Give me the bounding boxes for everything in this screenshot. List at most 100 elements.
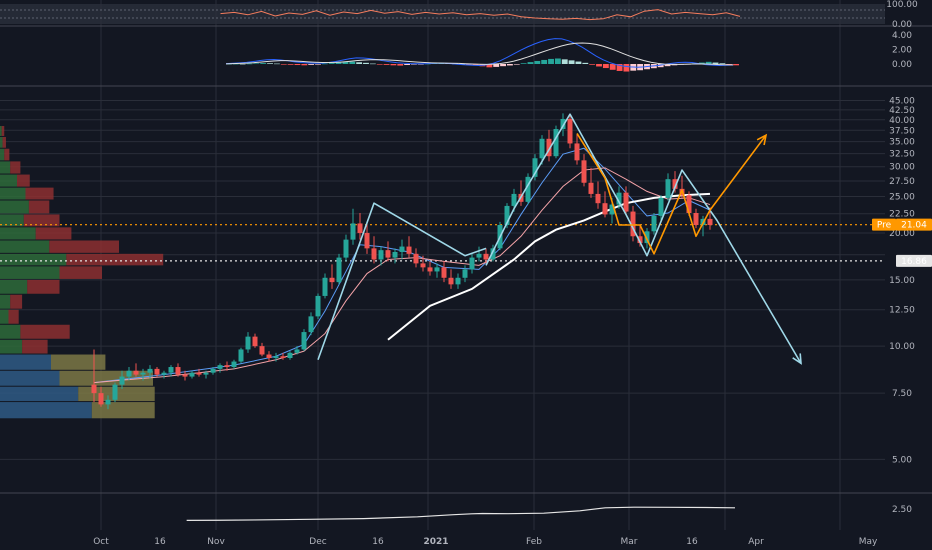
candle-body <box>665 179 671 198</box>
candle-body <box>525 176 531 202</box>
level-price-tag <box>896 218 932 231</box>
macd-histogram-bar <box>561 59 568 64</box>
candle-body <box>462 269 468 278</box>
candle-body <box>651 215 657 232</box>
grid <box>0 0 932 530</box>
macd-tick-label: 0.00 <box>892 60 912 70</box>
candle-body <box>203 372 209 375</box>
moving-average-line <box>387 192 711 341</box>
volume-profile-down-bar <box>20 324 70 339</box>
candle-body <box>406 246 412 254</box>
candle-body <box>280 356 286 358</box>
macd-histogram-bar <box>308 64 315 65</box>
macd-histogram-bar <box>232 63 239 65</box>
macd-histogram-bar <box>486 64 493 68</box>
level-price-tag <box>896 254 932 267</box>
candle-body <box>175 367 181 375</box>
candle-body <box>441 267 447 278</box>
time-tick-label: Dec <box>309 537 326 547</box>
down-arrow-icon <box>792 353 802 365</box>
volume-profile-up-bar <box>0 214 24 227</box>
candle-body <box>504 205 510 225</box>
candle-body <box>315 295 321 317</box>
macd-histogram-bar <box>273 63 280 65</box>
macd-histogram-bar <box>411 64 417 65</box>
candle-body <box>616 192 622 205</box>
candle-body <box>574 143 580 161</box>
candle-body <box>553 129 559 157</box>
volume-pane <box>186 506 736 522</box>
macd-signal-line <box>225 42 734 66</box>
macd-histogram-bar <box>582 62 589 64</box>
candle-body <box>294 349 300 353</box>
macd-histogram-bar <box>321 63 328 65</box>
candle-body <box>161 372 167 375</box>
time-tick-label: Feb <box>526 537 542 547</box>
level-prefix-text: Pre <box>877 221 892 231</box>
candle-body <box>343 239 349 258</box>
macd-histogram-bar <box>267 63 273 64</box>
macd-histogram-bar <box>315 64 321 65</box>
macd-histogram-bar <box>376 64 383 65</box>
candle-body <box>210 368 216 373</box>
candle-body <box>91 384 97 394</box>
price-tick-label: 25.00 <box>889 193 915 203</box>
volume-profile-down-bar <box>25 187 54 200</box>
rsi-line <box>220 9 741 21</box>
macd-histogram-bar <box>417 64 424 65</box>
candle-body <box>476 253 482 258</box>
candle-body <box>308 316 314 333</box>
macd-histogram-bar <box>568 60 575 64</box>
volume-profile-up-bar <box>0 187 26 200</box>
macd-histogram-bar <box>527 62 534 64</box>
price-tick-label: 27.50 <box>889 177 915 187</box>
macd-histogram-bar <box>369 63 376 65</box>
candle-body <box>658 197 664 216</box>
candle-body <box>168 367 174 373</box>
rsi-pane <box>0 4 885 24</box>
candle-body <box>623 192 629 212</box>
candle-body <box>546 138 552 157</box>
macd-histogram-bar <box>575 61 582 64</box>
volume-profile-down-bar <box>23 214 60 227</box>
candle-body <box>350 223 356 240</box>
up-arrow-icon <box>756 133 768 146</box>
macd-histogram-bar <box>609 64 616 70</box>
volume-profile-up-bar <box>0 161 11 174</box>
volume-profile <box>0 126 164 419</box>
macd-histogram-bar <box>363 62 369 64</box>
candle-body <box>392 251 398 258</box>
price-tick-label: 7.50 <box>892 389 912 399</box>
macd-histogram-bar <box>554 58 561 64</box>
time-axis: Oct 16 Nov Dec 16 2021 Feb Mar 16 Apr May <box>93 537 878 547</box>
candle-body <box>259 346 265 355</box>
candle-body <box>448 277 454 285</box>
volume-profile-down-bar <box>2 136 6 148</box>
macd-histogram-bar <box>465 64 472 65</box>
candle-body <box>385 250 391 258</box>
rsi-tick-label: 100.00 <box>886 0 918 10</box>
volume-profile-up-bar <box>0 402 92 419</box>
candle-body <box>371 248 377 260</box>
macd-histogram-bar <box>472 64 479 66</box>
candle-body <box>196 372 202 375</box>
candle-body <box>413 253 419 264</box>
volume-profile-down-bar <box>4 148 10 161</box>
time-tick-label: May <box>859 537 878 547</box>
volume-profile-down-bar <box>49 240 119 253</box>
pattern-drawing-line <box>576 132 767 255</box>
macd-histogram-bar <box>712 62 719 64</box>
macd-histogram-bar <box>397 64 404 66</box>
macd-histogram-bar <box>520 63 527 64</box>
macd-histogram-bar <box>698 62 705 64</box>
macd-histogram-bar <box>733 64 739 66</box>
time-tick-label: Apr <box>748 537 764 547</box>
candle-body <box>630 211 636 237</box>
volume-profile-up-bar <box>0 324 21 339</box>
macd-histogram-bar <box>513 64 520 65</box>
candle-body <box>399 246 405 252</box>
candle-body <box>693 213 699 225</box>
macd-histogram-bar <box>239 63 246 65</box>
macd-line <box>225 38 734 68</box>
